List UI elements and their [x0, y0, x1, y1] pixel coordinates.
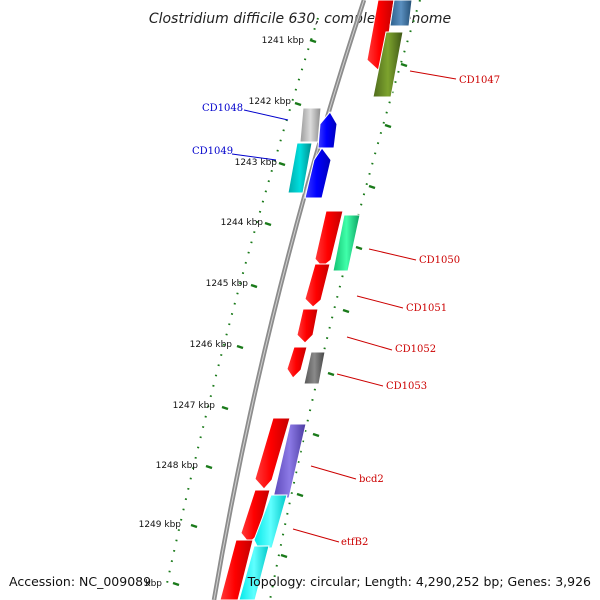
outer-tick-ring — [269, 0, 421, 600]
gene-arrow — [372, 31, 404, 98]
gene-label: CD1051 — [406, 303, 447, 314]
gene-label: CD1052 — [395, 344, 436, 355]
gene-arrow — [332, 214, 361, 272]
gene-arrow — [299, 107, 322, 143]
tick-label: kbp — [145, 579, 162, 589]
gene-arrow — [303, 351, 326, 385]
tick-label: 1246 kbp — [190, 340, 233, 350]
genes-outer-lane — [238, 0, 413, 600]
tick-label: 1249 kbp — [139, 520, 182, 530]
gene-arrow — [286, 346, 308, 379]
accession-text: Accession: NC_009089 — [9, 574, 151, 589]
genes-middle-lane — [219, 0, 395, 600]
tick-label: 1243 kbp — [235, 158, 278, 168]
gene-arrow — [304, 263, 331, 308]
outer-major-ticks — [280, 62, 408, 559]
gene-arrow — [219, 539, 254, 600]
tick-labels: 1241 kbp 1242 kbp 1243 kbp 1244 kbp 1245… — [139, 36, 305, 589]
gene-label: CD1050 — [419, 255, 460, 266]
gene-label: CD1053 — [386, 381, 427, 392]
gene-arrow — [254, 417, 291, 490]
tick-label: 1247 kbp — [173, 401, 216, 411]
gene-label: CD1047 — [459, 75, 500, 86]
genes-inner-lane — [287, 107, 322, 194]
genome-backbone — [211, 0, 367, 600]
gene-label: etfB2 — [341, 537, 368, 548]
topology-text: Topology: circular; Length: 4,290,252 bp… — [247, 574, 591, 589]
gene-arrow — [272, 423, 307, 499]
gene-label: CD1049 — [192, 146, 233, 157]
gene-labels: CD1047 CD1048 CD1049 CD1050 CD1051 CD105… — [192, 75, 500, 548]
gene-arrow — [304, 147, 332, 199]
tick-label: 1244 kbp — [221, 218, 264, 228]
tick-label: 1241 kbp — [262, 36, 305, 46]
leader-lines — [231, 70, 457, 543]
gene-arrow — [240, 489, 271, 544]
tick-label: 1248 kbp — [156, 461, 199, 471]
gene-arrow — [389, 0, 413, 27]
tick-label: 1242 kbp — [249, 97, 292, 107]
gene-arrow — [238, 545, 270, 600]
gene-label: CD1048 — [202, 103, 243, 114]
gene-arrow — [296, 308, 319, 344]
gene-label: bcd2 — [359, 474, 384, 485]
tick-label: 1245 kbp — [206, 279, 249, 289]
gene-arrow — [317, 111, 338, 149]
inner-major-ticks — [172, 38, 317, 587]
inner-tick-ring — [165, 17, 319, 589]
gene-arrow — [287, 142, 313, 194]
